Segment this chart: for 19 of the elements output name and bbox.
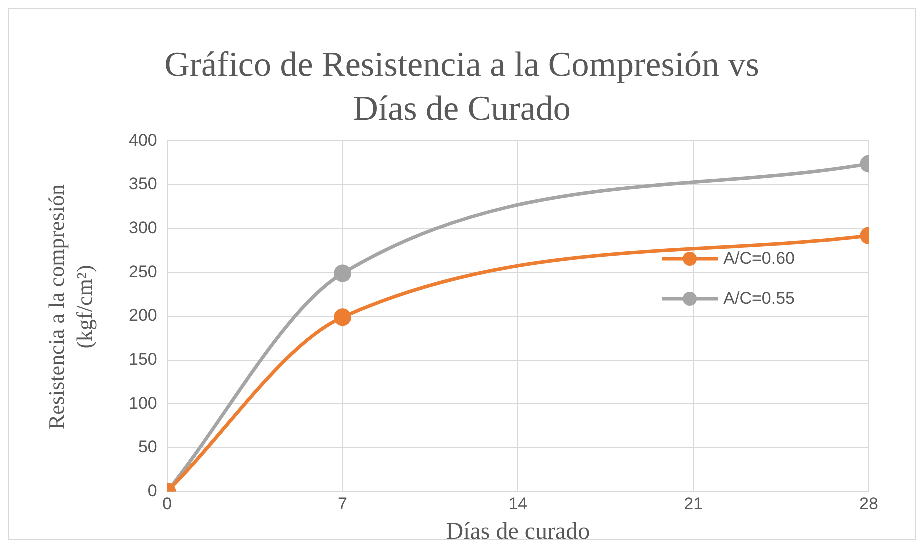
y-tick-label: 0: [148, 481, 158, 500]
x-tick-label: 7: [338, 494, 348, 514]
legend-label: A/C=0.60: [724, 249, 795, 269]
y-tick-label: 300: [128, 218, 158, 238]
x-tick-label: 14: [508, 494, 528, 514]
y-tick-label: 100: [128, 394, 158, 413]
y-tick-label: 50: [138, 438, 158, 457]
x-tick-label: 0: [162, 494, 172, 514]
y-tick-label: 350: [128, 174, 158, 194]
x-axis-title: Días de curado: [446, 518, 590, 545]
x-tick-label: 21: [684, 494, 704, 514]
y-tick-label: 400: [128, 130, 158, 150]
x-tick-label: 28: [860, 494, 878, 514]
y-axis-title: Resistencia a la compresión (kgf/cm²): [43, 184, 98, 432]
legend-label: A/C=0.55: [724, 289, 795, 309]
y-tick-label: 150: [128, 350, 158, 370]
y-tick-label: 250: [128, 262, 158, 282]
chart-title: Gráfico de Resistencia a la Compresión vs Días de Curado: [164, 44, 760, 130]
y-tick-label: 200: [128, 306, 158, 326]
